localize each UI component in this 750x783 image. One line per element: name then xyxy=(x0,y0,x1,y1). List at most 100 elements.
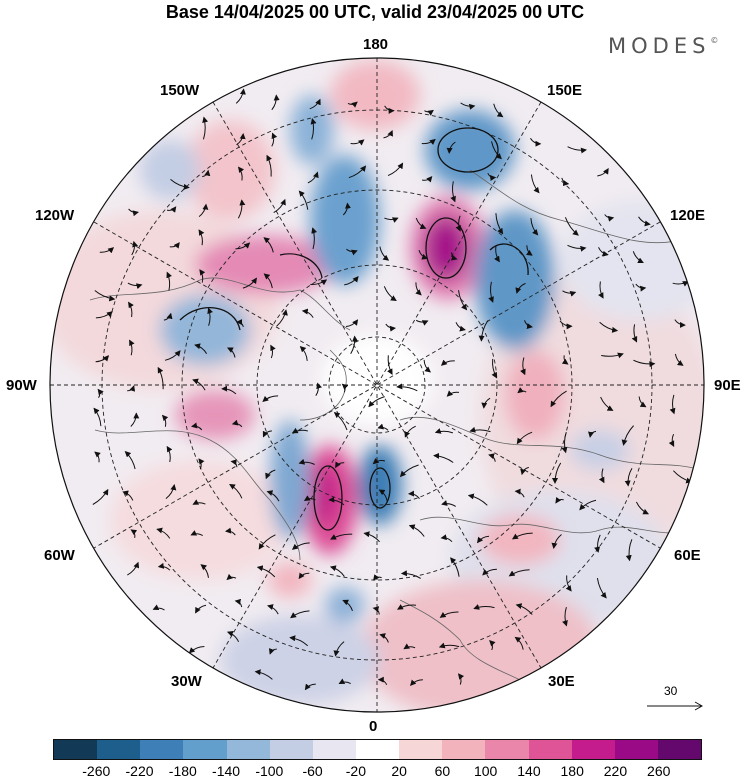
wind-arrow xyxy=(94,290,116,302)
wind-arrow xyxy=(95,311,113,319)
wind-arrow xyxy=(562,607,568,627)
wind-arrow xyxy=(198,229,205,246)
wind-arrow xyxy=(129,339,135,356)
lon-label-90w: 90W xyxy=(6,377,37,394)
wind-arrow xyxy=(446,390,460,397)
wind-arrow xyxy=(631,324,638,343)
wind-arrow xyxy=(342,599,353,611)
wind-arrow xyxy=(328,496,345,506)
wind-arrow xyxy=(516,431,533,445)
wind-arrow xyxy=(346,248,358,256)
wind-arrow xyxy=(415,319,429,326)
reference-arrow-icon xyxy=(647,701,704,711)
lon-label-60e: 60E xyxy=(674,547,701,564)
wind-arrow xyxy=(400,570,421,579)
wind-arrow xyxy=(378,489,388,502)
wind-arrow xyxy=(674,319,686,328)
wind-arrow xyxy=(450,252,458,261)
wind-arrow xyxy=(124,451,136,470)
wind-arrow xyxy=(95,355,110,363)
colorbar-cell xyxy=(571,740,615,759)
wind-arrow xyxy=(350,139,365,146)
colorbar-tick-label: -20 xyxy=(345,763,366,779)
wind-arrow xyxy=(225,527,236,536)
wind-arrow xyxy=(163,312,173,321)
wind-arrow xyxy=(368,396,385,408)
wind-arrow xyxy=(495,213,504,235)
wind-arrow xyxy=(515,282,526,294)
wind-arrow xyxy=(226,573,237,581)
colorbar-cell xyxy=(485,740,529,759)
wind-arrow xyxy=(638,396,647,408)
colorbar-cell xyxy=(614,740,658,759)
colorbar-tick-label: -140 xyxy=(212,763,241,779)
wind-arrow xyxy=(415,217,427,229)
colorbar-cell xyxy=(97,740,141,759)
wind-arrow xyxy=(517,387,527,394)
wind-arrow xyxy=(234,598,243,608)
wind-arrow xyxy=(441,500,456,507)
wind-arrow xyxy=(271,132,278,147)
wind-vectors xyxy=(92,88,693,691)
wind-arrow xyxy=(446,141,456,154)
wind-arrow xyxy=(202,116,209,140)
wind-arrow xyxy=(311,227,318,250)
colorbar-cell xyxy=(657,740,702,759)
wind-arrow xyxy=(157,366,164,390)
wind-arrow xyxy=(227,347,236,358)
wind-arrow xyxy=(598,247,609,257)
wind-arrow xyxy=(276,309,288,327)
colorbar-tick-label: 60 xyxy=(434,763,451,779)
wind-arrow xyxy=(265,469,276,480)
wind-arrow xyxy=(166,271,172,291)
wind-arrow xyxy=(130,529,138,539)
wind-arrow xyxy=(423,359,431,373)
colorbar-tick-label: 100 xyxy=(473,763,498,779)
wind-arrow xyxy=(408,524,425,537)
lon-label-90e: 90E xyxy=(714,377,741,394)
wind-arrow xyxy=(410,679,423,686)
wind-arrow xyxy=(166,206,177,213)
wind-arrow xyxy=(384,105,395,114)
wind-arrow xyxy=(131,240,139,256)
wind-arrow xyxy=(256,565,276,578)
wind-arrow xyxy=(266,490,280,502)
wind-arrow xyxy=(310,279,328,286)
wind-arrow xyxy=(310,118,317,140)
wind-arrow xyxy=(674,353,684,366)
graticule xyxy=(50,58,704,712)
wind-arrow xyxy=(122,490,134,501)
wind-arrow xyxy=(599,321,619,333)
wind-arrow xyxy=(164,350,181,361)
wind-arrow xyxy=(562,290,577,297)
wind-arrow xyxy=(333,641,345,657)
wind-arrow xyxy=(127,385,136,392)
wind-arrow xyxy=(387,355,393,375)
wind-arrow xyxy=(408,490,420,500)
wind-arrow xyxy=(333,411,348,431)
wind-arrow xyxy=(194,343,208,354)
anomaly-field xyxy=(50,58,704,712)
wind-arrow xyxy=(596,578,607,599)
wind-arrow xyxy=(345,319,359,327)
colorbar-cell xyxy=(269,740,313,759)
polar-map xyxy=(49,57,705,713)
wind-arrow xyxy=(166,445,173,463)
lon-label-120w: 120W xyxy=(35,207,75,224)
wind-arrow xyxy=(415,282,422,296)
wind-arrow xyxy=(439,611,459,618)
colorbar-tick-label: 220 xyxy=(603,763,628,779)
wind-arrow xyxy=(511,532,533,540)
wind-arrow xyxy=(598,468,605,484)
wind-arrow xyxy=(152,604,165,611)
wind-arrow xyxy=(488,281,494,303)
wind-arrow xyxy=(262,395,279,403)
colorbar-cell xyxy=(312,740,356,759)
wind-arrow xyxy=(266,154,272,177)
wind-arrow xyxy=(625,539,633,562)
wind-arrow xyxy=(198,458,205,470)
wind-arrow xyxy=(494,245,500,263)
wind-arrow xyxy=(550,390,567,408)
wind-arrow xyxy=(565,575,572,592)
wind-arrow xyxy=(298,572,310,580)
